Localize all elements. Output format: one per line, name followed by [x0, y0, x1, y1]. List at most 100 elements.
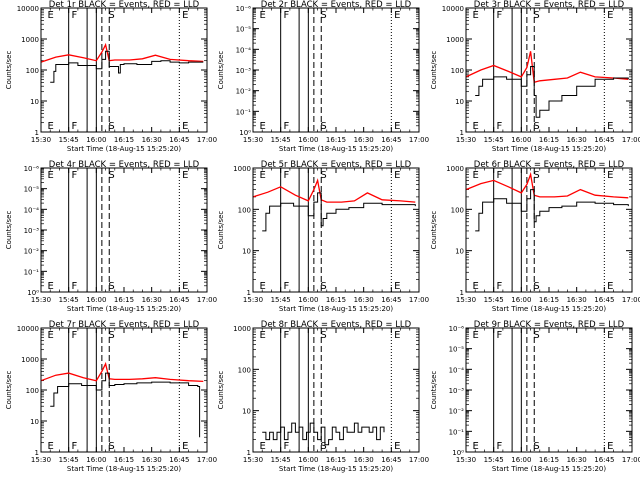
marker-label-bottom: E	[473, 121, 479, 132]
x-tick-label: 16:00	[298, 136, 318, 144]
series-events-line	[475, 66, 629, 118]
marker-label: S	[108, 10, 114, 21]
x-tick-label: 16:45	[169, 136, 189, 144]
y-tick-label: 1	[35, 449, 39, 457]
x-tick-label: 15:30	[243, 456, 263, 464]
marker-label: E	[48, 330, 54, 341]
y-tick-label: 1	[247, 289, 251, 297]
det-panel-5: Det 5r BLACK = Events, RED = LLD Counts/s…	[217, 160, 429, 313]
x-tick-label: 16:45	[381, 456, 401, 464]
y-axis-label: Counts/sec	[217, 51, 225, 90]
x-tick-label: 17:00	[622, 296, 640, 304]
y-tick-label: 1	[460, 289, 464, 297]
y-tick-label: 1000	[21, 356, 39, 364]
x-tick-label: 16:15	[326, 296, 346, 304]
marker-label-bottom: F	[72, 121, 78, 132]
marker-label: E	[394, 170, 400, 181]
x-tick-label: 17:00	[622, 456, 640, 464]
y-tick-label: 1000	[446, 165, 464, 173]
x-tick-label: 15:30	[31, 456, 51, 464]
x-tick-label: 16:30	[354, 136, 374, 144]
y-tick-label: 100	[238, 366, 251, 374]
y-tick-label: 10000	[17, 325, 39, 333]
marker-label: F	[284, 10, 290, 21]
det-panel-3: Det 3r BLACK = Events, RED = LLD Counts/s…	[430, 0, 640, 153]
marker-label-bottom: E	[473, 281, 479, 292]
marker-label-bottom: F	[72, 281, 78, 292]
det-panel-7: Det 7r BLACK = Events, RED = LLD Counts/s…	[5, 320, 217, 473]
y-tick-label: 1000	[21, 36, 39, 44]
x-tick-label: 16:15	[326, 456, 346, 464]
x-axis-label: Start Time (18-Aug-15 15:25:20)	[279, 305, 393, 313]
y-tick-label: 10⁰	[27, 289, 39, 297]
marker-label: S	[320, 330, 326, 341]
marker-label: E	[182, 10, 188, 21]
x-tick-label: 17:00	[409, 136, 429, 144]
y-tick-label: 10⁻¹	[24, 268, 40, 276]
marker-label: E	[394, 10, 400, 21]
marker-label: E	[394, 330, 400, 341]
x-tick-label: 16:00	[86, 296, 106, 304]
x-tick-label: 16:30	[567, 296, 587, 304]
y-axis-label: Counts/sec	[5, 371, 13, 410]
y-tick-label: 10000	[442, 5, 464, 13]
axes-frame	[465, 167, 633, 293]
y-tick-label: 100	[238, 206, 251, 214]
x-tick-label: 15:45	[484, 136, 504, 144]
det-panel-8: Det 8r BLACK = Events, RED = LLD Counts/s…	[217, 320, 429, 473]
x-tick-label: 16:45	[594, 456, 614, 464]
marker-label-bottom: E	[48, 441, 54, 452]
y-axis-label: Counts/sec	[5, 211, 13, 250]
x-tick-label: 16:00	[511, 296, 531, 304]
panel-title: Det 5r BLACK = Events, RED = LLD	[261, 160, 412, 170]
marker-label: F	[72, 330, 78, 341]
marker-label: S	[320, 10, 326, 21]
x-tick-label: 15:30	[456, 136, 476, 144]
y-tick-label: 1	[460, 129, 464, 137]
x-tick-label: 15:30	[243, 296, 263, 304]
marker-label: S	[108, 170, 114, 181]
axes-frame	[252, 167, 420, 293]
marker-label-bottom: E	[182, 441, 188, 452]
marker-label-bottom: F	[497, 281, 503, 292]
y-tick-label: 10⁻⁶	[236, 5, 252, 13]
marker-label-bottom: E	[473, 441, 479, 452]
panel-title: Det 4r BLACK = Events, RED = LLD	[49, 160, 200, 170]
y-tick-label: 10⁰	[239, 129, 251, 137]
axes-frame	[40, 327, 208, 453]
det-panel-9: Det 9r BLACK = Events, RED = LLD Counts/s…	[430, 320, 640, 473]
x-tick-label: 15:45	[271, 136, 291, 144]
panel-title: Det 2r BLACK = Events, RED = LLD	[261, 0, 412, 10]
marker-label-bottom: E	[607, 281, 613, 292]
y-tick-label: 10⁻⁴	[449, 366, 465, 374]
y-tick-label: 10	[30, 418, 39, 426]
y-tick-label: 100	[26, 67, 39, 75]
series-events-line	[262, 192, 416, 232]
x-axis-label: Start Time (18-Aug-15 15:25:20)	[67, 465, 181, 473]
y-tick-label: 10	[242, 248, 251, 256]
x-tick-label: 15:45	[271, 296, 291, 304]
y-tick-label: 10⁻³	[24, 227, 40, 235]
axes-frame	[252, 7, 420, 133]
y-tick-label: 10⁻³	[449, 387, 465, 395]
y-tick-label: 100	[451, 67, 464, 75]
marker-label: E	[260, 330, 266, 341]
marker-label-bottom: E	[182, 121, 188, 132]
y-tick-label: 100	[26, 387, 39, 395]
det-panel-1: Det 1r BLACK = Events, RED = LLD Counts/s…	[5, 0, 217, 153]
x-tick-label: 16:30	[142, 456, 162, 464]
x-tick-label: 16:00	[86, 136, 106, 144]
marker-label: F	[497, 330, 503, 341]
marker-label-bottom: E	[607, 121, 613, 132]
marker-label: E	[48, 10, 54, 21]
marker-label-bottom: S	[108, 121, 114, 132]
y-axis-label: Counts/sec	[430, 371, 438, 410]
y-tick-label: 10⁻⁴	[24, 206, 40, 214]
det-panel-4: Det 4r BLACK = Events, RED = LLD Counts/s…	[5, 160, 217, 313]
x-tick-label: 15:30	[31, 296, 51, 304]
y-tick-label: 10⁰	[452, 449, 464, 457]
marker-label: F	[72, 10, 78, 21]
x-tick-label: 15:30	[31, 136, 51, 144]
marker-label-bottom: E	[48, 121, 54, 132]
